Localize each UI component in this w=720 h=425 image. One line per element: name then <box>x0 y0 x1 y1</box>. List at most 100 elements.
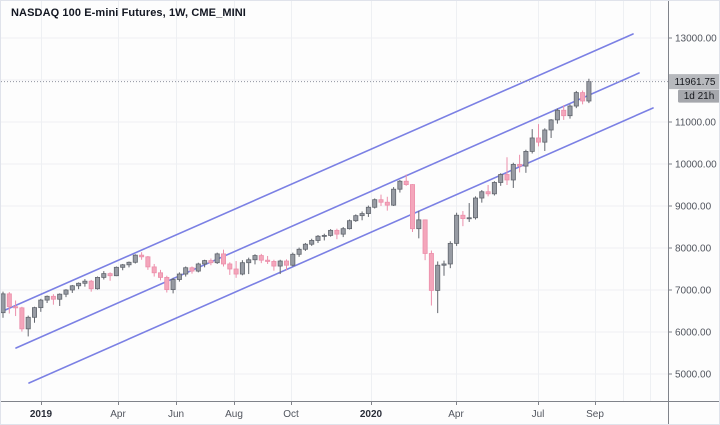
time-axis[interactable]: 2019 Apr Jun Aug Oct 2020 Apr Jul Sep <box>30 401 604 420</box>
time-tick-label: Jun <box>168 409 184 420</box>
candle-up <box>290 253 296 266</box>
candle-up <box>491 182 497 195</box>
candle-up <box>25 316 31 330</box>
candle-down <box>107 273 113 277</box>
chart-legend[interactable]: NASDAQ 100 E-mini Futures, 1W, CME_MINI <box>11 7 246 19</box>
candle-up <box>542 129 548 143</box>
candle-down <box>265 259 271 262</box>
candle-up <box>548 119 554 131</box>
candle-down <box>258 255 264 261</box>
candle-up <box>57 293 63 300</box>
candle-up <box>554 109 560 121</box>
candle-up <box>69 285 75 291</box>
candle-up <box>170 279 176 290</box>
time-tick-label: Sep <box>586 409 604 420</box>
candles-series <box>1 78 592 337</box>
candle-up <box>38 299 44 309</box>
candle-down <box>139 254 145 258</box>
candle-up <box>391 188 397 206</box>
candle-up <box>435 264 441 291</box>
time-tick-label: 2019 <box>30 409 53 420</box>
candle-up <box>252 255 258 261</box>
candle-up <box>586 81 592 102</box>
candle-up <box>321 234 327 237</box>
trend-channel-line[interactable] <box>28 107 654 384</box>
trend-channel-line[interactable] <box>2 33 634 312</box>
candle-up <box>176 273 182 280</box>
candle-up <box>44 295 50 301</box>
candle-up <box>126 261 132 266</box>
candle-up <box>573 92 579 107</box>
candle-down <box>384 201 390 206</box>
candle-down <box>460 214 466 220</box>
candle-up <box>302 243 308 250</box>
candle-up <box>447 242 453 265</box>
candle-down <box>189 267 195 272</box>
candle-up <box>202 260 208 265</box>
bar-countdown-badge: 1d 21h <box>678 89 719 103</box>
candle-up <box>95 276 101 290</box>
candle-down <box>409 184 415 230</box>
time-tick-label: Apr <box>110 409 126 420</box>
price-tick-label: 13000.00 <box>675 34 717 45</box>
candle-up <box>416 219 422 230</box>
candle-up <box>346 220 352 230</box>
candle-down <box>580 92 586 102</box>
candle-up <box>183 267 189 275</box>
candle-down <box>233 268 239 275</box>
candle-down <box>88 280 94 290</box>
candle-down <box>428 253 434 291</box>
candle-up <box>523 150 529 167</box>
candle-up <box>113 266 119 277</box>
candle-up <box>31 307 37 318</box>
parallel-channel-drawing[interactable] <box>2 33 654 384</box>
candle-down <box>561 109 567 117</box>
candle-up <box>309 240 315 245</box>
candle-down <box>283 260 289 266</box>
candle-up <box>132 254 138 263</box>
price-tick-label: 9000.00 <box>675 202 712 213</box>
candle-up <box>315 235 321 241</box>
candle-up <box>82 280 88 284</box>
candle-down <box>6 293 12 308</box>
candle-down <box>151 266 157 274</box>
candle-down <box>334 229 340 235</box>
price-tick-label: 8000.00 <box>675 244 712 255</box>
price-axis-panel <box>668 1 719 424</box>
countdown-value: 1d 21h <box>684 91 715 102</box>
candle-up <box>328 229 334 236</box>
price-tick-label: 6000.00 <box>675 328 712 339</box>
candle-up <box>359 213 365 217</box>
candle-up <box>76 282 82 287</box>
candle-up <box>479 191 485 199</box>
candle-up <box>214 253 220 264</box>
candle-up <box>365 206 371 214</box>
candle-up <box>246 259 252 264</box>
candle-down <box>19 307 25 330</box>
candle-down <box>403 180 409 185</box>
candle-down <box>504 174 510 181</box>
candle-down <box>13 306 19 309</box>
price-tick-label: 7000.00 <box>675 286 712 297</box>
candle-down <box>145 256 151 268</box>
price-badge-background <box>669 74 719 90</box>
candle-up <box>101 273 107 278</box>
candle-down <box>208 260 214 264</box>
candle-up <box>567 105 573 117</box>
grid <box>1 1 668 401</box>
countdown-badge-background <box>678 89 719 103</box>
time-tick-label: Oct <box>283 409 299 420</box>
price-tick-label: 10000.00 <box>675 160 717 171</box>
candle-down <box>378 199 384 203</box>
candle-up <box>510 164 516 181</box>
candle-down <box>271 261 277 267</box>
trend-channel-line[interactable] <box>15 72 640 349</box>
candle-up <box>63 289 69 295</box>
time-tick-label: Aug <box>225 409 243 420</box>
candle-up <box>195 263 201 272</box>
candle-up <box>466 217 472 220</box>
candle-up <box>277 260 283 267</box>
price-tick-label: 5000.00 <box>675 370 712 381</box>
